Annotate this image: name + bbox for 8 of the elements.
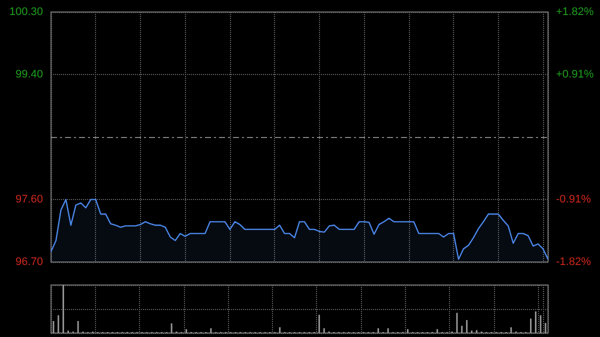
y2-tick-label: +0.91% — [556, 68, 594, 80]
y2-tick-label: -0.91% — [556, 194, 592, 206]
y2-tick-label: -1.82% — [556, 256, 592, 268]
y-tick-label: 100.30 — [9, 6, 43, 18]
y-tick-label: 99.40 — [15, 68, 43, 80]
y-tick-label: 97.60 — [15, 194, 43, 206]
y2-tick-label: +1.82% — [556, 6, 594, 18]
y-tick-label: 96.70 — [15, 256, 43, 268]
